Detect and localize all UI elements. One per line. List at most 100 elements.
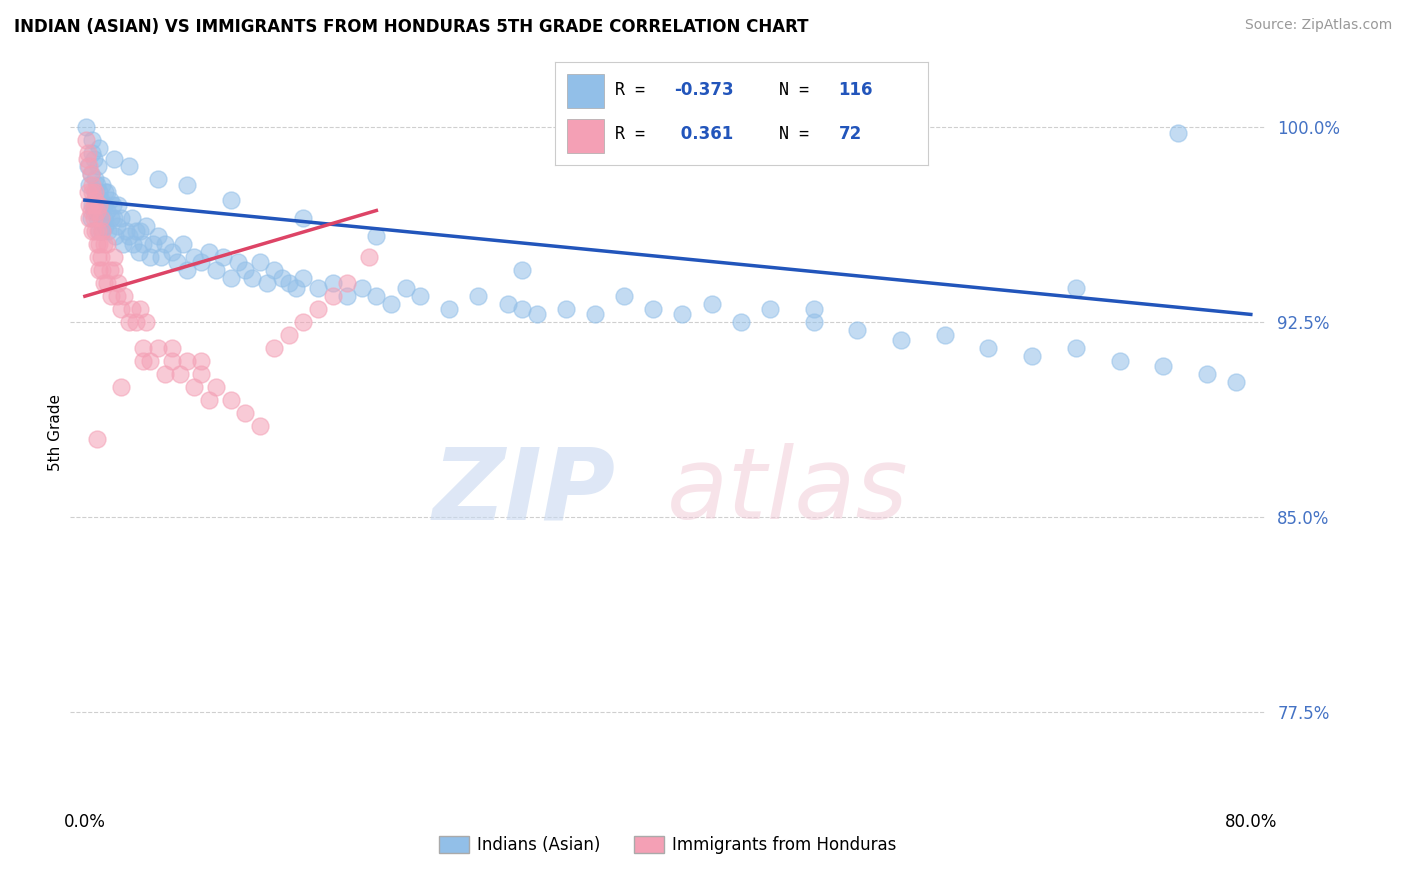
Point xyxy=(1197,367,1219,381)
Point xyxy=(366,289,388,303)
Point xyxy=(83,203,105,218)
Text: R =: R = xyxy=(614,81,655,99)
Point xyxy=(98,263,121,277)
Point xyxy=(496,297,519,311)
Point xyxy=(263,341,285,355)
Point xyxy=(103,250,125,264)
Point xyxy=(121,302,143,317)
Point xyxy=(89,263,111,277)
Point xyxy=(132,237,155,252)
Point xyxy=(80,211,103,226)
Point xyxy=(125,224,148,238)
Point xyxy=(82,198,104,212)
Point xyxy=(93,198,115,212)
Point xyxy=(82,178,104,192)
Text: N =: N = xyxy=(779,125,818,144)
Point xyxy=(139,250,162,264)
Point xyxy=(86,432,108,446)
Point xyxy=(219,393,242,408)
Point xyxy=(671,307,693,321)
Point xyxy=(336,289,359,303)
Point xyxy=(87,250,110,264)
Point xyxy=(169,367,191,381)
Point xyxy=(96,203,118,218)
Point xyxy=(205,380,228,394)
Point xyxy=(84,186,107,200)
Point xyxy=(121,211,143,226)
Point xyxy=(90,193,112,207)
Point xyxy=(91,224,114,238)
Point xyxy=(554,302,576,317)
Point xyxy=(162,341,184,355)
Point xyxy=(84,224,107,238)
Point xyxy=(613,289,636,303)
Point xyxy=(87,224,110,238)
Point xyxy=(125,315,148,329)
Point xyxy=(510,302,533,317)
Text: INDIAN (ASIAN) VS IMMIGRANTS FROM HONDURAS 5TH GRADE CORRELATION CHART: INDIAN (ASIAN) VS IMMIGRANTS FROM HONDUR… xyxy=(14,18,808,36)
Point xyxy=(277,277,299,291)
Point xyxy=(90,203,112,218)
Point xyxy=(350,281,373,295)
Point xyxy=(249,419,271,434)
Text: atlas: atlas xyxy=(666,443,908,541)
Text: R =: R = xyxy=(614,125,655,144)
Bar xyxy=(567,74,603,108)
Point xyxy=(94,219,117,233)
Point xyxy=(1021,349,1043,363)
Point xyxy=(96,277,118,291)
Point xyxy=(84,193,107,207)
Point xyxy=(439,302,461,317)
Point xyxy=(730,315,752,329)
Point xyxy=(467,289,489,303)
Point xyxy=(172,237,194,252)
Point xyxy=(129,224,152,238)
Point xyxy=(96,237,118,252)
Point xyxy=(90,250,112,264)
Point xyxy=(122,237,145,252)
Point xyxy=(803,302,825,317)
Point xyxy=(307,281,329,295)
Point xyxy=(86,211,108,226)
Point xyxy=(263,263,285,277)
Point xyxy=(82,224,104,238)
Point xyxy=(91,178,114,192)
Point xyxy=(359,250,381,264)
Point xyxy=(89,186,111,200)
Point xyxy=(149,250,172,264)
Point xyxy=(80,203,103,218)
Point xyxy=(77,159,100,173)
Point xyxy=(292,315,315,329)
Point xyxy=(846,323,869,337)
Point xyxy=(103,152,125,166)
Point xyxy=(366,229,388,244)
Point xyxy=(233,406,256,420)
Point xyxy=(176,178,198,192)
Legend: Indians (Asian), Immigrants from Honduras: Indians (Asian), Immigrants from Hondura… xyxy=(432,830,904,861)
Point xyxy=(87,159,110,173)
Point xyxy=(89,237,111,252)
Point xyxy=(77,178,100,192)
Point xyxy=(132,341,155,355)
Point xyxy=(84,186,107,200)
Point xyxy=(176,354,198,368)
Point xyxy=(110,302,132,317)
Point xyxy=(197,393,219,408)
Point xyxy=(380,297,402,311)
Point xyxy=(643,302,665,317)
Point xyxy=(114,224,136,238)
Point xyxy=(197,245,219,260)
Point xyxy=(93,211,115,226)
Point xyxy=(90,211,112,226)
Point xyxy=(1225,375,1247,389)
Point xyxy=(80,167,103,181)
Point xyxy=(249,255,271,269)
Point xyxy=(135,219,157,233)
Point xyxy=(226,255,249,269)
Point xyxy=(277,328,299,343)
Bar xyxy=(567,119,603,153)
Point xyxy=(803,315,825,329)
Point xyxy=(219,271,242,285)
Point xyxy=(212,250,235,264)
Text: -0.373: -0.373 xyxy=(675,81,734,99)
